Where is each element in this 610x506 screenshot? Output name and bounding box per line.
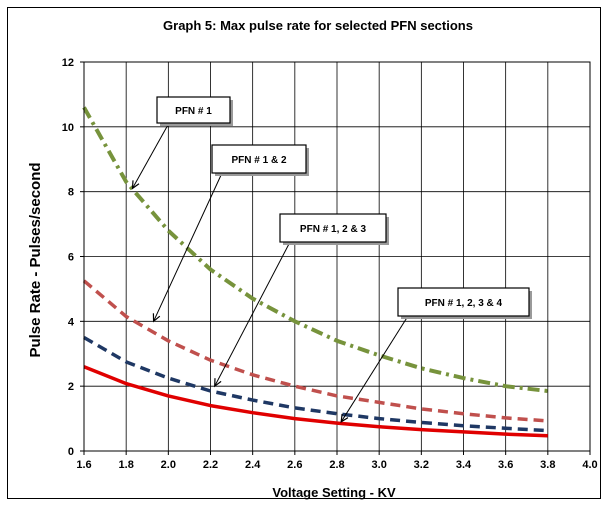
annotation-box bbox=[397, 287, 530, 317]
x-tick-label: 2.8 bbox=[329, 459, 344, 471]
y-tick-label: 2 bbox=[68, 381, 74, 393]
annotation-callout: PFN # 1, 2, 3 & 4 bbox=[340, 287, 532, 423]
x-tick-label: 2.6 bbox=[287, 459, 302, 471]
x-tick-label: 2.0 bbox=[161, 459, 176, 471]
y-tick-label: 8 bbox=[68, 187, 74, 199]
annotation-leader bbox=[214, 241, 291, 387]
annotation-box bbox=[211, 144, 307, 174]
series-line-3 bbox=[83, 335, 548, 433]
annotation-leader bbox=[340, 315, 409, 423]
annotations: PFN # 1 PFN # 1 & 2 PFN # 1, 2 & 3 PFN # 1,… bbox=[131, 96, 532, 423]
series-layer bbox=[82, 106, 549, 438]
x-tick-label: 4.0 bbox=[582, 459, 597, 471]
annotation-leader bbox=[132, 122, 170, 189]
chart-title: Graph 5: Max pulse rate for selected PFN… bbox=[163, 18, 473, 33]
annotation-arrowhead bbox=[131, 180, 140, 190]
axes: 1.6 1.8 2.0 2.2 2.4 2.6 2.8 3.0 3.2 3.4 3.6 3.8 4.0 0… bbox=[62, 57, 598, 471]
series-line-2 bbox=[82, 279, 548, 423]
y-tick-label: 12 bbox=[62, 57, 74, 69]
annotation-label: PFN # 1 bbox=[175, 106, 212, 117]
annotation-label: PFN # 1, 2, 3 & 4 bbox=[425, 298, 503, 309]
x-tick-label: 3.2 bbox=[414, 459, 429, 471]
y-tick-label: 4 bbox=[68, 316, 75, 328]
x-tick-label: 3.6 bbox=[498, 459, 513, 471]
y-tick-label: 6 bbox=[68, 252, 74, 264]
annotation-label: PFN # 1 & 2 bbox=[231, 155, 286, 166]
annotation-arrowhead bbox=[340, 413, 349, 423]
y-tick-label: 0 bbox=[68, 446, 74, 458]
y-tick-label: 10 bbox=[62, 122, 74, 134]
annotation-arrowhead bbox=[152, 313, 161, 323]
annotation-box bbox=[279, 213, 387, 243]
annotation-callout: PFN # 1 & 2 bbox=[152, 144, 309, 323]
annotation-callout: PFN # 1, 2 & 3 bbox=[214, 213, 389, 388]
x-tick-label: 2.2 bbox=[203, 459, 218, 471]
annotation-leader bbox=[153, 172, 223, 322]
x-tick-label: 3.8 bbox=[540, 459, 555, 471]
annotation-arrowhead bbox=[214, 378, 222, 388]
x-tick-label: 1.8 bbox=[119, 459, 134, 471]
annotation-label: PFN # 1, 2 & 3 bbox=[300, 224, 367, 235]
annotation-callout: PFN # 1 bbox=[131, 96, 233, 190]
y-axis-label: Pulse Rate - Pulses/second bbox=[27, 162, 44, 357]
x-tick-label: 3.0 bbox=[372, 459, 387, 471]
x-tick-label: 1.6 bbox=[76, 459, 91, 471]
x-tick-label: 3.4 bbox=[456, 459, 472, 471]
series-line-4 bbox=[83, 365, 548, 438]
series-line-1 bbox=[82, 106, 549, 393]
x-axis-label: Voltage Setting - KV bbox=[272, 485, 396, 500]
x-tick-label: 2.4 bbox=[245, 459, 261, 471]
annotation-box bbox=[156, 96, 231, 124]
